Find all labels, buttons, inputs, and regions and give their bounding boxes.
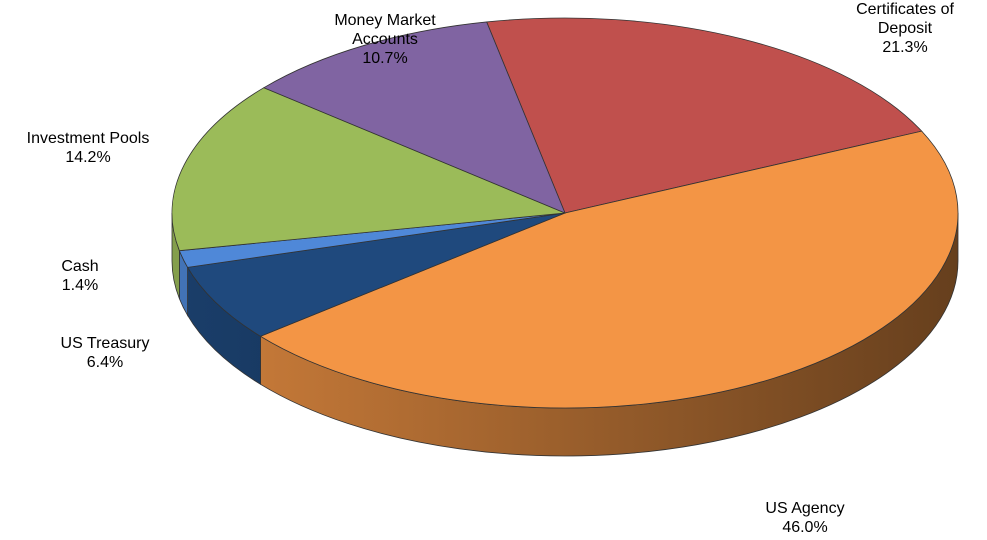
slice-label: Cash 1.4%	[0, 257, 165, 295]
slice	[186, 212, 566, 337]
category-label: Investment Pools	[26, 130, 150, 147]
slice	[259, 130, 959, 409]
value-label: 14.2%	[65, 149, 111, 166]
slice-label: Certificates of Deposit 21.3%	[820, 0, 987, 57]
slice-label: US Agency 46.0%	[720, 499, 890, 537]
category-label: Certificates of Deposit	[856, 1, 954, 37]
slice	[262, 21, 566, 214]
slice	[486, 17, 923, 214]
category-label: Money Market Accounts	[334, 12, 436, 48]
value-label: 46.0%	[782, 519, 828, 536]
category-label: US Agency	[765, 500, 845, 517]
category-label: US Treasury	[60, 335, 150, 352]
slice	[171, 87, 566, 252]
value-label: 6.4%	[86, 354, 124, 371]
value-label: 1.4%	[61, 277, 99, 294]
slice-label: US Treasury 6.4%	[20, 334, 190, 372]
value-label: 21.3%	[882, 39, 928, 56]
slice-label: Money Market Accounts 10.7%	[300, 11, 470, 68]
category-label: Cash	[61, 258, 99, 275]
value-label: 10.7%	[362, 50, 408, 67]
slice-label: Investment Pools 14.2%	[3, 129, 173, 167]
